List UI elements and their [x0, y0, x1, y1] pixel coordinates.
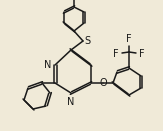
- Text: N: N: [67, 97, 75, 107]
- Text: S: S: [84, 36, 90, 46]
- Text: F: F: [126, 34, 132, 44]
- Text: O: O: [99, 78, 107, 88]
- Text: F: F: [113, 49, 119, 59]
- Text: N: N: [44, 60, 51, 70]
- Text: F: F: [139, 49, 145, 59]
